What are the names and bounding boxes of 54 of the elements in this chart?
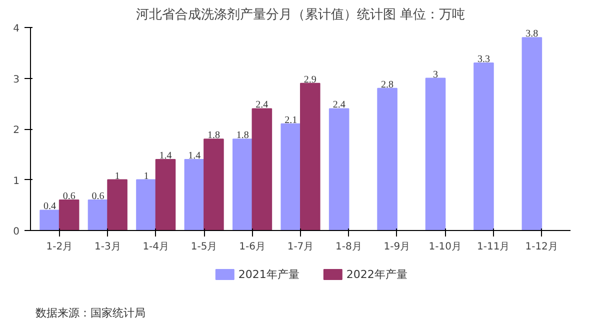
data-label: 0.6	[62, 191, 76, 202]
bar	[280, 123, 301, 230]
y-tick-label: 3	[13, 74, 20, 86]
x-tick-label: 1-5月	[190, 242, 218, 252]
x-tick-label: 1-9月	[384, 242, 410, 252]
y-tick-label: 2	[13, 125, 20, 136]
data-label: 1	[114, 170, 120, 182]
bar	[328, 108, 350, 230]
x-tick-label: 1-4月	[142, 242, 170, 252]
bar	[377, 88, 398, 230]
chart-title: 河北省合成洗涤剂产量分月（累计值）统计图 单位：万吨	[136, 6, 466, 22]
data-label: 2.8	[381, 79, 394, 90]
bar	[107, 179, 128, 230]
y-tick-label: 1	[13, 176, 20, 187]
bar	[204, 138, 224, 230]
x-tick-label: 1-10月	[428, 242, 462, 252]
bar	[88, 200, 108, 230]
bar	[40, 210, 60, 230]
data-label: 1.4	[188, 150, 201, 162]
data-label: 1	[144, 170, 149, 182]
y-tick-label: 4	[13, 24, 20, 34]
x-tick-label: 1-12月	[525, 242, 558, 252]
x-tick-label: 1-2月	[46, 242, 73, 252]
data-label: 3.3	[477, 54, 490, 66]
bar	[300, 82, 320, 230]
legend-label: 2022年产量	[346, 268, 408, 282]
data-label: 0.6	[92, 191, 104, 202]
data-label: 2.1	[284, 114, 298, 126]
bar	[136, 179, 156, 230]
legend-label: 2021年产量	[238, 268, 300, 282]
data-label: 1.8	[236, 130, 249, 142]
x-tick-label: 1-11月	[477, 242, 510, 252]
data-label: 2.4	[256, 100, 268, 111]
data-label: 2.4	[332, 100, 346, 111]
data-label: 3.8	[526, 28, 538, 40]
bar	[155, 158, 176, 230]
bar	[58, 200, 80, 230]
bar	[474, 62, 494, 230]
bar	[232, 138, 253, 230]
data-label: 2.9	[304, 74, 316, 86]
bar	[252, 108, 272, 230]
x-tick-label: 1-8月	[336, 242, 362, 252]
source-note: 数据来源：国家统计局	[36, 306, 146, 320]
data-label: 1.4	[159, 150, 172, 162]
x-tick-label: 1-7月	[287, 242, 314, 252]
x-tick-label: 1-6月	[239, 242, 266, 252]
x-tick-label: 1-3月	[94, 242, 121, 252]
data-label: 1.8	[207, 130, 220, 142]
bar	[425, 78, 446, 230]
data-label: 0.4	[44, 201, 56, 212]
bar	[522, 37, 542, 230]
data-label: 3	[433, 69, 438, 80]
y-tick-label: 0	[13, 226, 20, 238]
bar	[184, 158, 205, 230]
